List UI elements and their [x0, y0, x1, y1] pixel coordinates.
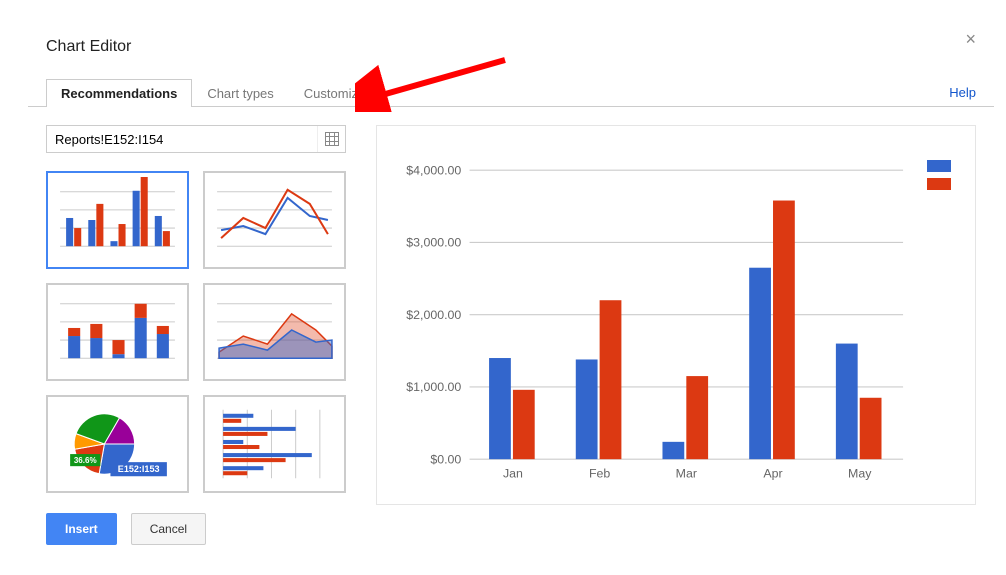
svg-text:May: May — [848, 467, 872, 481]
svg-text:36.6%: 36.6% — [74, 456, 97, 465]
left-column: 36.6% E152:I153 Insert Cancel — [46, 125, 346, 545]
svg-text:Mar: Mar — [676, 467, 697, 481]
data-range-input[interactable] — [47, 126, 317, 152]
close-icon[interactable]: × — [965, 30, 976, 48]
svg-text:Jan: Jan — [503, 467, 523, 481]
help-link[interactable]: Help — [949, 79, 976, 106]
legend-swatch-1 — [927, 160, 951, 172]
tab-bar: Recommendations Chart types Customizatio… — [28, 80, 994, 107]
svg-text:$3,000.00: $3,000.00 — [406, 236, 461, 250]
chart-editor-dialog: × Chart Editor Recommendations Chart typ… — [28, 8, 994, 567]
svg-text:$1,000.00: $1,000.00 — [406, 380, 461, 394]
svg-text:$0.00: $0.00 — [430, 452, 461, 466]
chart-preview: $0.00 $1,000.00 $2,000.00 $3,000.00 $4,000.0… — [376, 125, 976, 505]
select-range-icon[interactable] — [317, 126, 345, 152]
tab-customization[interactable]: Customization — [289, 79, 401, 107]
tab-chart-types[interactable]: Chart types — [192, 79, 288, 107]
svg-text:$4,000.00: $4,000.00 — [406, 163, 461, 177]
chart-thumbnails: 36.6% E152:I153 — [46, 171, 346, 493]
legend-swatch-2 — [927, 178, 951, 190]
range-input-container — [46, 125, 346, 153]
thumb-stacked-bar[interactable] — [46, 283, 189, 381]
tab-recommendations[interactable]: Recommendations — [46, 79, 192, 107]
svg-text:E152:I153: E152:I153 — [118, 464, 160, 474]
cancel-button[interactable]: Cancel — [131, 513, 206, 545]
thumb-pie[interactable]: 36.6% E152:I153 — [46, 395, 189, 493]
dialog-title: Chart Editor — [28, 8, 994, 80]
button-row: Insert Cancel — [46, 513, 346, 545]
svg-text:Feb: Feb — [589, 467, 610, 481]
thumb-line[interactable] — [203, 171, 346, 269]
dialog-body: 36.6% E152:I153 Insert Cancel $0.00 $1,000… — [28, 107, 994, 563]
svg-text:$2,000.00: $2,000.00 — [406, 308, 461, 322]
thumb-grouped-bar[interactable] — [46, 171, 189, 269]
insert-button[interactable]: Insert — [46, 513, 117, 545]
svg-text:Apr: Apr — [763, 467, 782, 481]
thumb-hbar[interactable] — [203, 395, 346, 493]
thumb-area[interactable] — [203, 283, 346, 381]
preview-chart-svg: $0.00 $1,000.00 $2,000.00 $3,000.00 $4,000.0… — [387, 156, 965, 494]
